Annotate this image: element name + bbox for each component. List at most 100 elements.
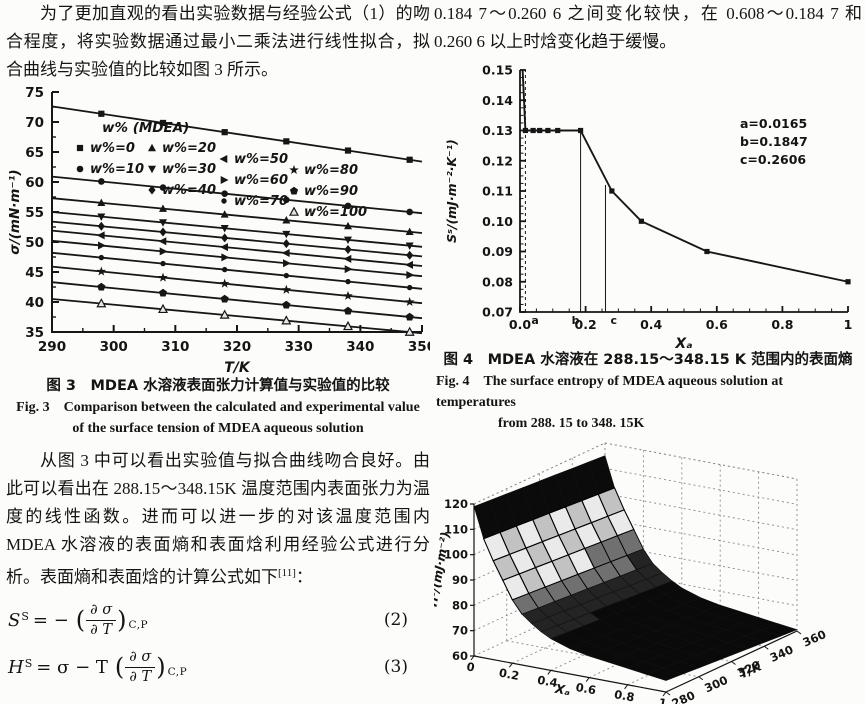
fig3-legend: w% (MDEA) w%=0 w%=10 w%=20 w%=30 w%=40 w%=50 w%… — [76, 120, 367, 220]
svg-text:80: 80 — [452, 598, 468, 612]
fig3-ylabel: σ/(mN·m⁻¹) — [7, 169, 23, 254]
fig4-annotation: a=0.0165 b=0.1847 c=0.2606 — [740, 116, 808, 167]
eq2-fraction: ∂ σ ∂ T — [86, 602, 117, 639]
fig3-series-w%=80 — [51, 265, 423, 307]
eq3-symbol: H — [8, 656, 24, 678]
svg-text:70: 70 — [25, 115, 44, 131]
svg-text:70: 70 — [452, 624, 468, 638]
eq3-fraction: ∂ σ ∂ T — [125, 649, 156, 686]
svg-text:0: 0 — [466, 659, 476, 674]
svg-text:60: 60 — [452, 649, 468, 663]
svg-text:0.6: 0.6 — [575, 680, 597, 697]
figure3-caption-en: Fig. 3 Comparison between the calculated… — [6, 397, 430, 439]
fig3-series-w%=0 — [51, 105, 423, 163]
fig4-markers — [522, 127, 851, 285]
svg-text:45: 45 — [25, 265, 44, 281]
eq2-numerator: ∂ σ — [86, 602, 117, 621]
svg-text:c: c — [610, 314, 617, 327]
svg-text:w% (MDEA): w% (MDEA) — [102, 120, 189, 136]
svg-text:1: 1 — [658, 695, 668, 704]
svg-text:w%=60: w%=60 — [234, 173, 288, 188]
fig5-ylabel: T/K — [737, 658, 765, 682]
figure4-caption-en-line2: from 288. 15 to 348. 15K — [498, 416, 645, 431]
right-column: 0.184 7～0.260 6 之间变化较快，在 0.608～0.184 7 和… — [434, 0, 862, 704]
eq3-subscript: C,P — [167, 666, 188, 679]
svg-text:310: 310 — [161, 339, 189, 355]
figure3-caption-zh: 图 3 MDEA 水溶液表面张力计算值与实验值的比较 — [46, 378, 390, 394]
fig3-series-w%=50 — [51, 229, 423, 269]
figure4-surface-entropy-chart: 0.07 0.08 0.09 0.10 0.11 0.12 0.13 0.14 0.15 0.0 0… — [444, 63, 853, 349]
eq2-open-paren: ( — [75, 606, 86, 635]
fig5-zlabel: Hˢ/(mJ·m⁻²) — [434, 531, 453, 608]
svg-text:w%=100: w%=100 — [304, 205, 367, 220]
fig5-xlabel: Xₐ — [553, 681, 572, 699]
svg-text:75: 75 — [25, 85, 44, 101]
svg-text:0.2: 0.2 — [498, 666, 520, 683]
svg-text:120: 120 — [444, 497, 468, 511]
svg-text:b=0.1847: b=0.1847 — [740, 134, 808, 149]
fig3-series-w%=10 — [51, 175, 423, 216]
svg-text:w%=70: w%=70 — [234, 194, 288, 209]
fig4-axes — [519, 69, 849, 313]
svg-text:0.8: 0.8 — [613, 687, 635, 704]
eq2-close-paren: ) — [117, 606, 127, 635]
svg-text:w%=0: w%=0 — [90, 141, 135, 156]
svg-text:w%=20: w%=20 — [162, 141, 216, 156]
svg-text:110: 110 — [444, 522, 468, 536]
figure3-surface-tension-chart: 35 40 45 50 55 60 65 70 75 290 300 310 320 330 340 350 σ… — [7, 85, 430, 374]
svg-text:a: a — [531, 314, 538, 327]
svg-text:40: 40 — [25, 295, 44, 311]
svg-text:w%=40: w%=40 — [162, 183, 216, 198]
svg-text:0.4: 0.4 — [640, 317, 662, 332]
eq3-number: (3) — [383, 657, 408, 678]
svg-text:280: 280 — [670, 688, 698, 704]
svg-text:65: 65 — [25, 145, 44, 161]
svg-text:0.2: 0.2 — [575, 317, 597, 332]
fig3-series — [51, 105, 423, 336]
svg-text:0.0: 0.0 — [509, 317, 531, 332]
fig3-series-w%=60 — [51, 239, 423, 280]
fig3-series-w%=40 — [51, 220, 423, 260]
figure4-caption-en: Fig. 4 The surface entropy of MDEA aqueo… — [434, 371, 862, 434]
figure3-caption-en-line2: of the surface tension of MDEA aqueous s… — [72, 421, 364, 436]
fig3-series-w%=30 — [51, 211, 423, 250]
svg-text:340: 340 — [346, 339, 374, 355]
fig5-axes — [470, 503, 798, 693]
svg-text:0.13: 0.13 — [482, 123, 513, 138]
svg-text:0.11: 0.11 — [482, 184, 513, 199]
svg-text:60: 60 — [25, 175, 44, 191]
svg-text:0.14: 0.14 — [482, 93, 513, 108]
paragraph-3: 0.184 7～0.260 6 之间变化较快，在 0.608～0.184 7 和… — [434, 4, 862, 51]
paragraph-2: 从图 3 中可以看出实验值与拟合曲线吻合良好。由此可以看出在 288.15～34… — [6, 447, 430, 592]
svg-text:w%=50: w%=50 — [234, 152, 288, 167]
svg-text:a=0.0165: a=0.0165 — [740, 116, 807, 131]
svg-text:w%=10: w%=10 — [90, 162, 144, 177]
svg-text:50: 50 — [25, 235, 44, 251]
fig4-ylabel: Sˢ/(mJ·m⁻²·K⁻¹) — [444, 139, 459, 243]
svg-text:350: 350 — [408, 339, 430, 355]
svg-text:w%=90: w%=90 — [304, 184, 358, 199]
eq3-denominator: ∂ T — [129, 668, 152, 685]
svg-text:330: 330 — [285, 339, 313, 355]
eq2-symbol: S — [8, 609, 21, 631]
eq3-relation: = σ − T — [36, 656, 108, 678]
citation-11: [11] — [278, 567, 296, 579]
paragraph-2-tail: ： — [295, 567, 313, 587]
svg-text:1: 1 — [844, 317, 853, 332]
svg-text:0.10: 0.10 — [482, 214, 513, 229]
fig3-series-w%=90 — [51, 281, 423, 321]
fig5-surface-mesh — [473, 455, 798, 681]
svg-text:35: 35 — [25, 325, 44, 341]
eq2-subscript: C,P — [128, 619, 149, 632]
fig3-xlabel: T/K — [224, 360, 251, 374]
eq3-open-paren: ( — [114, 653, 125, 682]
svg-text:360: 360 — [801, 627, 829, 650]
svg-text:0.8: 0.8 — [771, 317, 793, 332]
paragraph-1: 为了更加直观的看出实验数据与经验公式（1）的吻合程度，将实验数据通过最小二乘法进… — [6, 4, 430, 79]
fig4-curve — [521, 69, 849, 283]
svg-text:290: 290 — [38, 339, 66, 355]
svg-text:0.6: 0.6 — [706, 317, 728, 332]
